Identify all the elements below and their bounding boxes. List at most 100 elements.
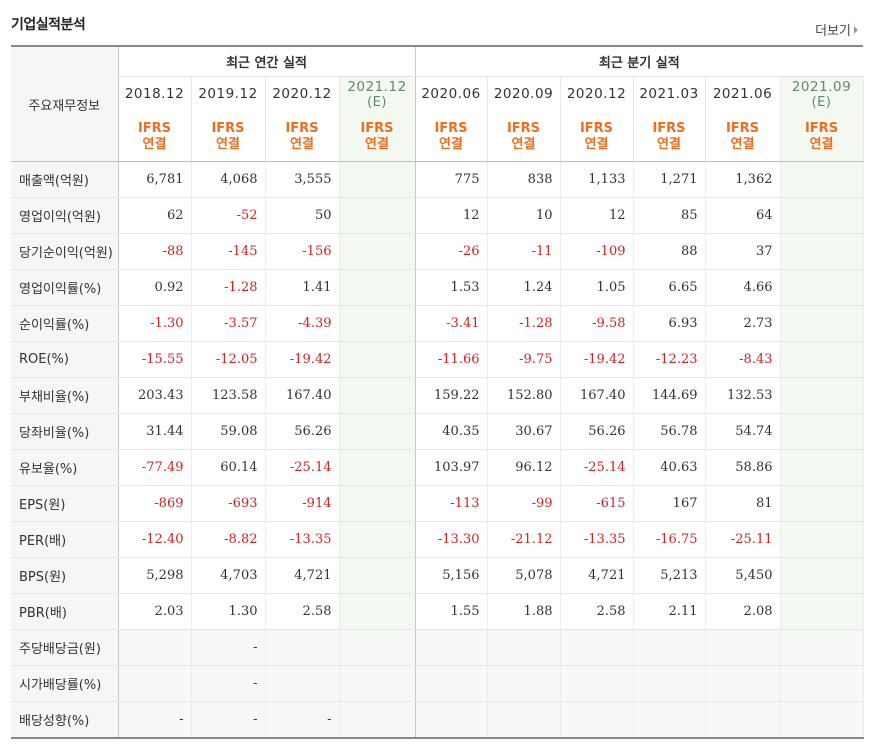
value-cell: -25.14: [560, 449, 634, 486]
value-cell: [415, 629, 488, 666]
value-cell: 103.97: [415, 449, 488, 486]
accounting-standard: IFRS 연결: [560, 112, 634, 162]
value-cell: 132.53: [705, 377, 781, 414]
accounting-standard: IFRS 연결: [415, 112, 488, 162]
value-cell: -145: [191, 233, 266, 270]
value-cell: -615: [560, 485, 634, 522]
more-link[interactable]: 더보기: [815, 20, 858, 39]
value-cell: 3,555: [265, 161, 340, 198]
value-cell: 775: [415, 161, 488, 198]
period-date: 2021.12: [347, 78, 407, 95]
value-cell: -4.39: [265, 305, 340, 342]
period-header: 2018.12: [118, 76, 192, 112]
value-cell: 167: [633, 485, 706, 522]
row-label: 당기순이익(억원): [11, 233, 119, 270]
value-cell: [780, 161, 864, 198]
period-date: 2021.06: [712, 86, 773, 102]
value-cell: 1,271: [633, 161, 706, 198]
corner-header: 주요재무정보: [11, 45, 119, 162]
value-cell: [780, 557, 864, 594]
value-cell: 5,450: [705, 557, 781, 594]
value-cell: [705, 701, 781, 739]
value-cell: [560, 629, 634, 666]
more-label: 더보기: [815, 24, 851, 39]
period-header: 2020.06: [415, 76, 488, 112]
value-cell: 2.03: [118, 593, 192, 630]
row-label: PER(배): [11, 521, 119, 558]
row-label: 배당성향(%): [11, 701, 119, 739]
row-label: 부채비율(%): [11, 377, 119, 414]
value-cell: 5,298: [118, 557, 192, 594]
accounting-standard: IFRS 연결: [487, 112, 561, 162]
accounting-standard: IFRS 연결: [339, 112, 416, 162]
chevron-right-icon: [854, 26, 858, 34]
value-cell: -869: [118, 485, 192, 522]
value-cell: [487, 629, 561, 666]
value-cell: 96.12: [487, 449, 561, 486]
value-cell: [780, 197, 864, 234]
value-cell: -25.14: [265, 449, 340, 486]
value-cell: -52: [191, 197, 266, 234]
period-date: 2021.03: [639, 86, 699, 102]
consolidation-label: 연결: [290, 136, 314, 152]
table-row: 순이익률(%) -1.30 -3.57 -4.39 -3.41 -1.28 -9.58 6.9…: [11, 305, 864, 342]
annual-header: 최근 연간 실적: [118, 45, 416, 77]
row-label: PBR(배): [11, 593, 119, 630]
value-cell: [633, 701, 706, 739]
period-header: 2021.09 (E): [780, 76, 864, 112]
value-cell: 58.86: [705, 449, 781, 486]
row-label: 시가배당률(%): [11, 665, 119, 702]
value-cell: -: [265, 701, 340, 739]
value-cell: -: [191, 665, 266, 702]
row-label: 주당배당금(원): [11, 629, 119, 666]
quarterly-header: 최근 분기 실적: [415, 45, 864, 77]
value-cell: -12.23: [633, 341, 706, 378]
value-cell: [780, 665, 864, 702]
value-cell: 64: [705, 197, 781, 234]
table-row: BPS(원) 5,298 4,703 4,721 5,156 5,078 4,721 5,21…: [11, 557, 864, 594]
row-label: EPS(원): [11, 485, 119, 522]
accounting-standard: IFRS 연결: [265, 112, 340, 162]
value-cell: -109: [560, 233, 634, 270]
value-cell: 56.78: [633, 413, 706, 450]
table-row: 당기순이익(억원) -88 -145 -156 -26 -11 -109 88 37: [11, 233, 864, 270]
value-cell: [265, 665, 340, 702]
value-cell: -25.11: [705, 521, 781, 558]
period-header: 2021.06: [705, 76, 781, 112]
accounting-standard: IFRS 연결: [705, 112, 781, 162]
value-cell: 152.80: [487, 377, 561, 414]
value-cell: 50: [265, 197, 340, 234]
value-cell: 6,781: [118, 161, 192, 198]
value-cell: [339, 197, 416, 234]
value-cell: 2.58: [560, 593, 634, 630]
value-cell: 5,078: [487, 557, 561, 594]
value-cell: 81: [705, 485, 781, 522]
value-cell: 2.73: [705, 305, 781, 342]
value-cell: [780, 233, 864, 270]
value-cell: 12: [560, 197, 634, 234]
value-cell: [780, 485, 864, 522]
value-cell: -3.41: [415, 305, 488, 342]
value-cell: [415, 665, 488, 702]
value-cell: 59.08: [191, 413, 266, 450]
value-cell: 40.35: [415, 413, 488, 450]
value-cell: 2.58: [265, 593, 340, 630]
value-cell: [780, 269, 864, 306]
row-label: 매출액(억원): [11, 161, 119, 198]
value-cell: -: [191, 701, 266, 739]
table-row: ROE(%) -15.55 -12.05 -19.42 -11.66 -9.75 -19.4…: [11, 341, 864, 378]
table-row: 유보율(%) -77.49 60.14 -25.14 103.97 96.12 -25.14…: [11, 449, 864, 486]
section-title: 기업실적분석: [11, 17, 86, 33]
value-cell: 0.92: [118, 269, 192, 306]
value-cell: -3.57: [191, 305, 266, 342]
standard-label: IFRS: [652, 120, 686, 136]
standard-label: IFRS: [137, 120, 172, 136]
value-cell: [339, 377, 416, 414]
value-cell: [339, 233, 416, 270]
table-row: EPS(원) -869 -693 -914 -113 -99 -615 167 81: [11, 485, 864, 522]
estimate-mark: (E): [367, 94, 387, 110]
value-cell: -13.35: [265, 521, 340, 558]
value-cell: 1.05: [560, 269, 634, 306]
value-cell: 1.55: [415, 593, 488, 630]
value-cell: 5,156: [415, 557, 488, 594]
